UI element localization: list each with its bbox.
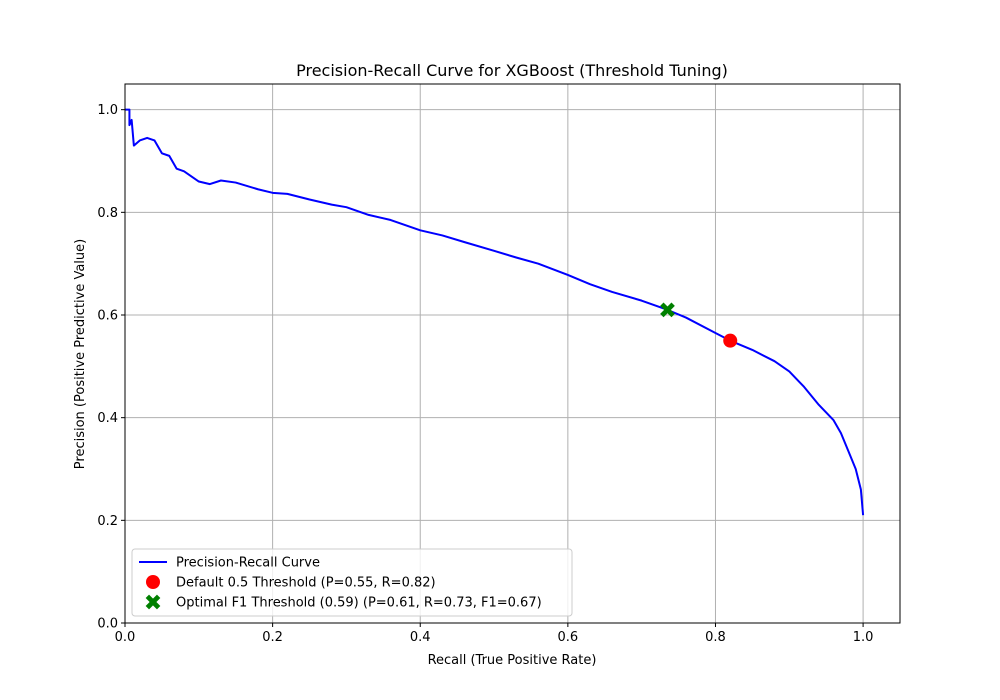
y-tick-label: 0.2 [97,514,118,529]
optimal-f1-threshold-point [660,302,675,318]
pr-curve-line [125,108,865,516]
y-tick-label: 1.0 [97,103,118,118]
legend-swatch [146,575,160,589]
x-tick-label: 0.2 [262,630,283,645]
legend-box [131,548,573,617]
y-tick-label: 0.0 [97,617,118,632]
x-tick-label: 0.8 [705,630,726,645]
x-tick-label: 1.0 [853,630,874,645]
legend-swatch [145,594,161,610]
axes-frame [124,83,901,624]
x-tick-label: 0.6 [558,630,579,645]
legend-label: Precision-Recall Curve [176,556,320,571]
plot-area [125,108,865,516]
y-tick-label: 0.4 [97,411,118,426]
legend: Precision-Recall Curve Default 0.5 Thresh… [131,548,573,617]
axis-ticks: 0.0 0.2 0.4 0.6 0.8 1.0 0.0 0.2 0.4 0.6 0.8 1.0 [97,103,873,645]
y-tick-label: 0.8 [97,206,118,221]
x-tick-label: 0.4 [410,630,431,645]
default-threshold-point [723,333,738,348]
grid [124,84,900,624]
legend-item: Default 0.5 Threshold (P=0.55, R=0.82) [146,575,436,591]
y-axis-label: Precision (Positive Predictive Value) [73,239,88,469]
series-precision-recall-curve [125,108,865,516]
chart-title: Precision-Recall Curve for XGBoost (Thre… [296,61,728,80]
legend-item: Precision-Recall Curve [139,556,320,571]
legend-item: Optimal F1 Threshold (0.59) (P=0.61, R=0… [145,594,542,611]
legend-label: Default 0.5 Threshold (P=0.55, R=0.82) [176,576,436,591]
x-axis-label: Recall (True Positive Rate) [428,653,597,668]
legend-label: Optimal F1 Threshold (0.59) (P=0.61, R=0… [176,596,542,611]
x-tick-label: 0.0 [115,630,136,645]
y-tick-label: 0.6 [97,309,118,324]
